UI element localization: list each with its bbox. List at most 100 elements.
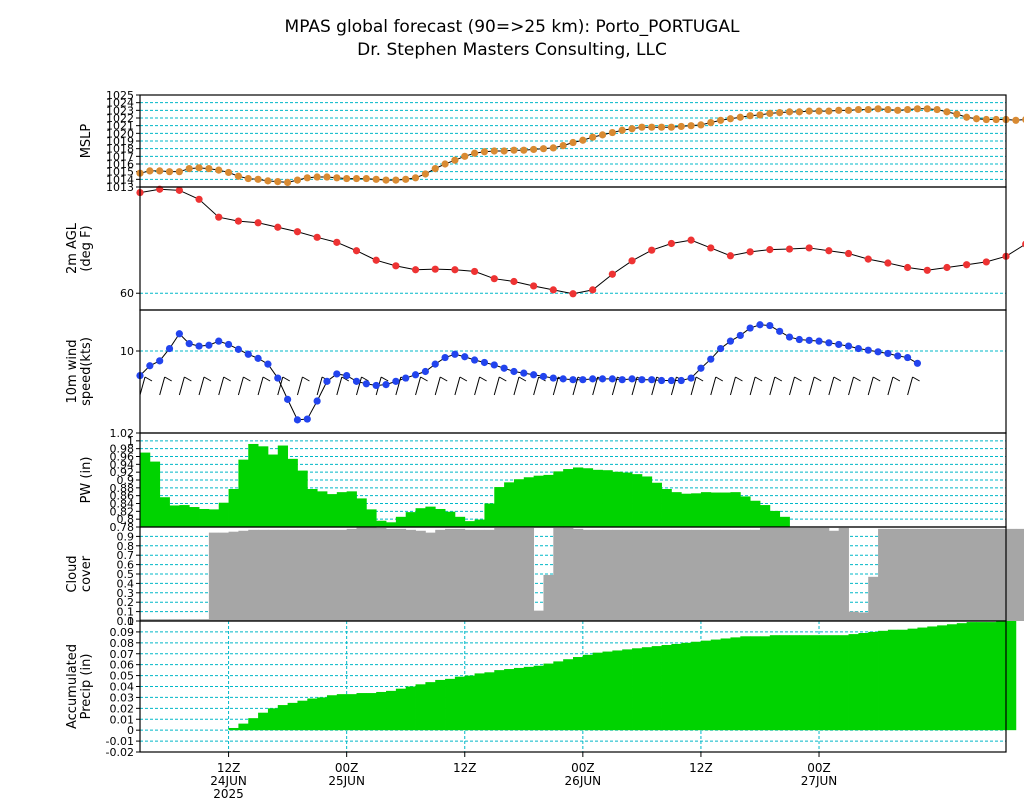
- wind-barb-flag: [243, 376, 251, 382]
- bar: [819, 635, 830, 731]
- data-point: [903, 263, 912, 272]
- bar: [602, 470, 613, 527]
- bar: [700, 492, 712, 527]
- wind-barb-staff: [237, 376, 244, 396]
- data-point: [953, 110, 961, 118]
- bar: [868, 631, 879, 731]
- data-point: [382, 381, 390, 389]
- bar: [779, 516, 790, 527]
- y-tick-label: 0.09: [110, 626, 135, 639]
- bar: [986, 528, 997, 621]
- y-tick-label: 0.86: [110, 490, 135, 503]
- bar: [317, 529, 328, 621]
- bar: [346, 694, 357, 731]
- panel-2: 10 10m wind speed(kts): [65, 309, 1007, 434]
- data-point: [530, 145, 538, 154]
- y-tick-label: 0.02: [110, 702, 135, 715]
- bar: [553, 471, 564, 527]
- bar: [553, 661, 564, 731]
- bar: [494, 670, 505, 731]
- panels: 1013101410151016101710181019102010211022…: [65, 89, 1024, 759]
- bar: [415, 508, 426, 527]
- bar: [425, 532, 436, 621]
- data-point: [589, 375, 597, 383]
- data-point: [490, 147, 498, 155]
- data-point: [549, 144, 557, 152]
- data-point: [431, 165, 439, 173]
- data-point: [677, 376, 685, 385]
- bar: [700, 529, 712, 621]
- bar: [671, 643, 682, 731]
- data-point: [461, 353, 469, 361]
- data-point: [756, 111, 764, 119]
- bar: [710, 529, 722, 621]
- bar: [523, 666, 535, 731]
- data-point: [608, 270, 616, 278]
- data-point: [903, 353, 912, 362]
- bar: [730, 492, 741, 527]
- bar: [179, 619, 190, 621]
- data-point: [530, 282, 538, 290]
- bar: [405, 686, 416, 731]
- wind-barb-staff: [867, 376, 874, 396]
- wind-barb-flag: [912, 376, 920, 382]
- data-point: [687, 374, 695, 382]
- data-point: [441, 160, 449, 168]
- bar: [789, 527, 800, 621]
- data-point: [608, 375, 616, 383]
- wind-barb-staff: [513, 376, 520, 396]
- wind-barb-staff: [808, 376, 815, 396]
- wind-barb: [789, 376, 802, 396]
- bar: [464, 521, 475, 527]
- wind-barb: [159, 376, 172, 396]
- data-point: [598, 375, 607, 383]
- data-point: [618, 376, 626, 384]
- y-tick-label: 1015: [106, 166, 134, 179]
- wind-barb-flag: [144, 376, 153, 382]
- y-tick-label: 0.92: [110, 466, 135, 479]
- bar: [395, 528, 407, 621]
- bar: [149, 619, 161, 621]
- wind-barb-staff: [316, 376, 323, 396]
- bar: [582, 529, 594, 621]
- data-point: [470, 149, 479, 157]
- bar: [307, 529, 318, 621]
- y-tick-label: 0.88: [110, 482, 135, 495]
- wind-barb-flag: [872, 376, 881, 382]
- data-point: [293, 416, 302, 424]
- bar: [671, 529, 682, 621]
- data-point: [707, 355, 715, 363]
- y-tick-label: 0.5: [117, 568, 135, 581]
- wind-barb-staff: [749, 376, 756, 396]
- bar: [986, 622, 997, 731]
- bar: [582, 468, 594, 527]
- bar: [592, 529, 603, 621]
- data-point: [776, 109, 784, 117]
- bar: [346, 491, 357, 527]
- bar: [238, 459, 249, 527]
- x-tick-date: 24JUN: [210, 774, 247, 788]
- bar: [228, 531, 239, 621]
- bar: [435, 679, 446, 731]
- bar: [759, 636, 771, 731]
- data-point: [343, 174, 351, 183]
- bar: [228, 489, 239, 527]
- data-point: [687, 236, 695, 244]
- data-point: [923, 105, 931, 113]
- bar: [956, 528, 968, 621]
- data-point: [215, 166, 223, 174]
- bar: [277, 445, 289, 527]
- bar: [513, 527, 525, 621]
- bar: [868, 576, 879, 621]
- bar: [464, 529, 475, 621]
- wind-barb-flag: [459, 376, 468, 382]
- panel-3: 0.780.80.820.840.860.880.90.920.940.960.…: [79, 427, 1007, 534]
- data-point: [490, 361, 498, 369]
- wind-barb-staff: [789, 376, 795, 396]
- bar: [553, 527, 564, 621]
- y-tick-label: 1024: [106, 97, 134, 110]
- y-tick-label: 0.7: [117, 549, 135, 562]
- wind-barb-staff: [178, 376, 185, 396]
